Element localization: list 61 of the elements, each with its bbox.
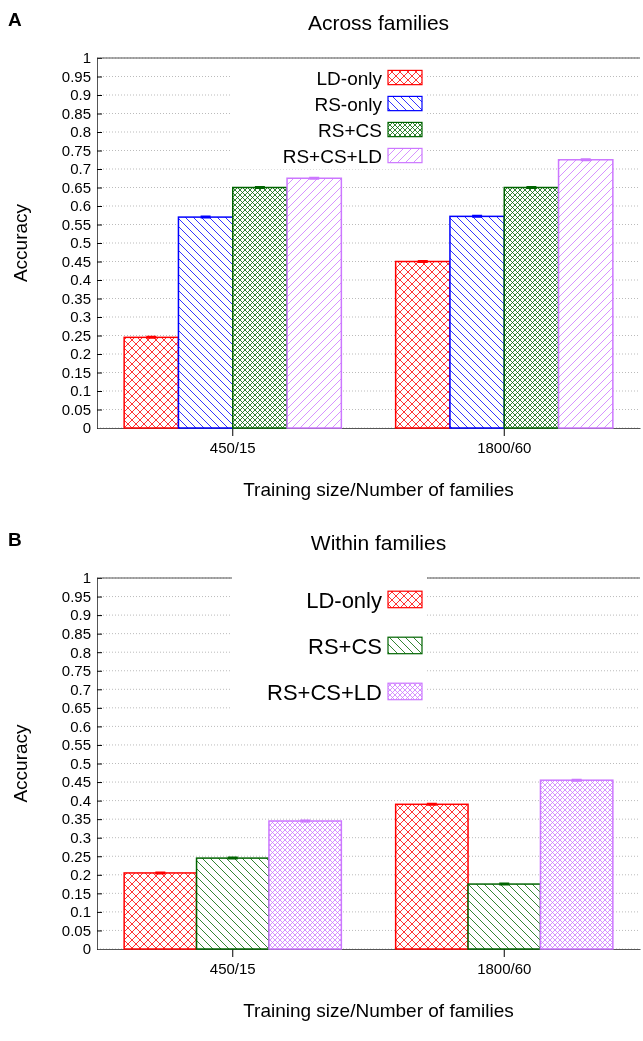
y-tick-label: 0.1 [70,382,91,400]
y-tick-label: 0.5 [70,234,91,252]
y-tick-label: 1 [82,49,91,67]
y-tick-label: 0.6 [70,717,91,735]
y-tick-label: 0.9 [70,606,91,624]
y-tick-label: 0.15 [61,884,91,902]
y-tick-label: 0.3 [70,308,91,326]
x-axis-title: Training size/Number of families [243,479,514,500]
y-tick-label: 0.85 [61,104,91,122]
legend-label: RS+CS+LD [267,679,382,705]
legend-label: RS+CS+LD [282,145,382,167]
y-tick-label: 0.4 [70,271,91,289]
y-tick-label: 0.8 [70,643,91,661]
y-tick-label: 0.7 [70,680,91,698]
x-tick-label: 1800/60 [477,438,532,456]
y-tick-label: 0.45 [61,773,91,791]
y-tick-label: 0.7 [70,160,91,178]
y-tick-label: 0.25 [61,326,91,344]
y-tick-label: 0.4 [70,791,91,809]
legend-label: RS-only [314,93,383,115]
chart-title: Within families [310,531,447,554]
legend-label: LD-only [306,587,382,613]
y-tick-label: 0.1 [70,903,91,921]
y-tick-label: 0.25 [61,847,91,865]
text: B [8,529,22,550]
chart-title: Across families [307,11,450,34]
y-tick-label: 0.8 [70,123,91,141]
y-tick-label: 0 [82,419,91,437]
text: A [8,9,22,30]
y-tick-label: 0 [82,940,91,958]
y-tick-label: 1 [82,569,91,587]
y-tick-label: 0.05 [61,921,91,939]
legend-label: RS+CS [318,119,382,141]
y-tick-label: 0.35 [61,289,91,307]
y-tick-label: 0.95 [61,67,91,85]
y-tick-label: 0.9 [70,86,91,104]
y-tick-label: 0.45 [61,252,91,270]
y-tick-label: 0.05 [61,400,91,418]
y-tick-label: 0.65 [61,178,91,196]
y-tick-label: 0.55 [61,215,91,233]
y-tick-label: 0.65 [61,699,91,717]
x-tick-label: 1800/60 [477,959,532,977]
y-tick-label: 0.6 [70,197,91,215]
y-tick-label: 0.85 [61,624,91,642]
y-tick-label: 0.5 [70,754,91,772]
y-tick-label: 0.15 [61,363,91,381]
y-axis-title: Accuracy [10,203,31,283]
x-axis-title: Training size/Number of families [243,1000,514,1021]
x-tick-label: 450/15 [209,438,256,456]
legend-label: RS+CS [308,633,382,659]
y-tick-label: 0.55 [61,736,91,754]
y-axis-title: Accuracy [10,723,31,803]
y-tick-label: 0.35 [61,810,91,828]
y-tick-label: 0.3 [70,829,91,846]
y-tick-label: 0.75 [61,662,91,680]
y-tick-label: 0.75 [61,141,91,159]
y-tick-label: 0.95 [61,587,91,605]
y-tick-label: 0.2 [70,345,91,363]
x-tick-label: 450/15 [209,959,256,977]
y-tick-label: 0.2 [70,866,91,884]
legend-label: LD-only [316,67,383,89]
